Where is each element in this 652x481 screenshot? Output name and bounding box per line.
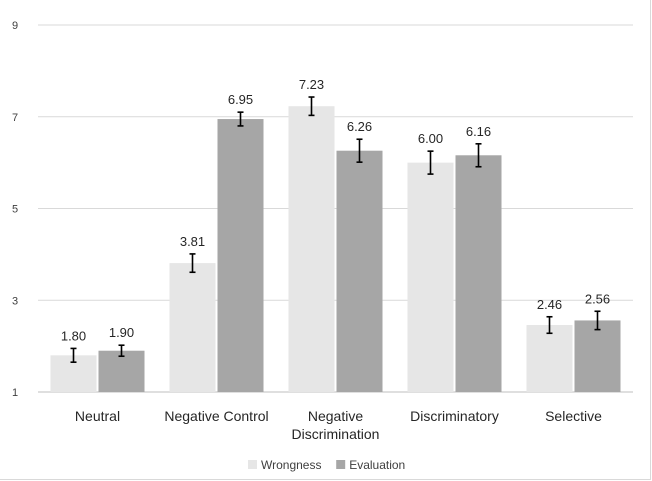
bar-wrongness [288, 106, 335, 392]
bar-evaluation [336, 150, 383, 392]
y-tick-label: 7 [12, 112, 18, 124]
data-label: 2.46 [537, 297, 562, 312]
bar-evaluation [217, 119, 264, 392]
x-tick-label: Negative Control [164, 408, 268, 424]
bar-wrongness [526, 325, 573, 392]
y-tick-label: 5 [12, 204, 18, 216]
bar-evaluation [98, 350, 145, 392]
data-label: 7.23 [299, 77, 324, 92]
y-tick-label: 3 [12, 295, 18, 307]
bar-wrongness [407, 162, 454, 392]
data-label: 1.90 [109, 325, 134, 340]
y-tick-label: 9 [12, 20, 18, 32]
y-tick-label: 1 [12, 387, 18, 399]
bar-evaluation [455, 155, 502, 392]
data-label: 3.81 [180, 234, 205, 249]
x-tick-label: Neutral [75, 408, 120, 424]
x-tick-label: Discriminatory [410, 408, 499, 424]
data-label: 1.80 [61, 328, 86, 343]
legend-swatch-wrongness [248, 460, 257, 469]
x-tick-label: Discrimination [292, 426, 380, 442]
data-label: 2.56 [585, 291, 610, 306]
x-tick-label: Negative [308, 408, 363, 424]
data-label: 6.26 [347, 119, 372, 134]
bar-wrongness [169, 263, 216, 392]
legend-swatch-evaluation [336, 460, 346, 469]
data-label: 6.00 [418, 131, 443, 146]
data-label: 6.95 [228, 92, 253, 107]
x-tick-label: Selective [545, 408, 602, 424]
legend-label: Wrongness [261, 458, 321, 472]
legend-label: Evaluation [349, 458, 405, 472]
data-label: 6.16 [466, 124, 491, 139]
bar-evaluation [574, 320, 621, 392]
